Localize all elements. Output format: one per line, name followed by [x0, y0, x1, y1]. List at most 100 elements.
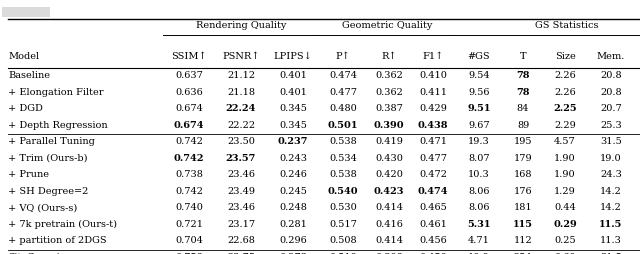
Text: 0.742: 0.742 — [175, 186, 203, 195]
Text: 0.477: 0.477 — [329, 87, 357, 97]
Text: 0.477: 0.477 — [419, 153, 447, 162]
Text: F1↑: F1↑ — [422, 51, 444, 60]
Text: 8.06: 8.06 — [468, 202, 490, 212]
Text: 0.438: 0.438 — [418, 120, 448, 129]
Text: 0.243: 0.243 — [279, 153, 307, 162]
Text: 0.456: 0.456 — [419, 235, 447, 244]
Text: 4.71: 4.71 — [468, 235, 490, 244]
Text: 8.07: 8.07 — [468, 153, 490, 162]
Text: 23.50: 23.50 — [227, 137, 255, 146]
Text: 22.24: 22.24 — [226, 104, 256, 113]
Text: 78: 78 — [516, 87, 530, 97]
Text: 0.637: 0.637 — [175, 71, 203, 80]
Text: 0.517: 0.517 — [329, 219, 357, 228]
Text: 0.420: 0.420 — [375, 170, 403, 179]
Text: 0.540: 0.540 — [328, 186, 358, 195]
Text: 0.273: 0.273 — [279, 252, 307, 254]
Text: + 7k pretrain (Ours-t): + 7k pretrain (Ours-t) — [8, 219, 117, 228]
Text: Size: Size — [555, 51, 575, 60]
Text: + Prune: + Prune — [8, 170, 49, 179]
Text: 0.237: 0.237 — [278, 137, 308, 146]
Text: PSNR↑: PSNR↑ — [222, 51, 260, 60]
Text: Geometric Quality: Geometric Quality — [342, 21, 432, 30]
Text: 181: 181 — [514, 202, 532, 212]
Text: 0.461: 0.461 — [419, 219, 447, 228]
Text: 0.472: 0.472 — [419, 170, 447, 179]
Text: 2.26: 2.26 — [554, 87, 576, 97]
Text: 0.474: 0.474 — [329, 71, 357, 80]
Text: 23.49: 23.49 — [227, 186, 255, 195]
Text: 0.44: 0.44 — [554, 202, 576, 212]
Text: 0.742: 0.742 — [173, 153, 204, 162]
Text: 19.3: 19.3 — [468, 137, 490, 146]
Text: 0.674: 0.674 — [173, 120, 204, 129]
Text: 0.519: 0.519 — [329, 252, 357, 254]
Text: 0.721: 0.721 — [175, 219, 203, 228]
Text: 0.60: 0.60 — [554, 252, 576, 254]
Text: 0.401: 0.401 — [279, 71, 307, 80]
Text: 0.414: 0.414 — [375, 235, 403, 244]
Text: 89: 89 — [517, 120, 529, 129]
Text: 115: 115 — [513, 219, 533, 228]
Text: 84: 84 — [517, 104, 529, 113]
Text: 5.31: 5.31 — [467, 219, 491, 228]
Text: 0.245: 0.245 — [279, 186, 307, 195]
Text: 0.362: 0.362 — [375, 71, 403, 80]
Text: 20.7: 20.7 — [600, 104, 622, 113]
Text: LPIPS↓: LPIPS↓ — [274, 51, 312, 60]
Text: Rendering Quality: Rendering Quality — [196, 21, 286, 30]
Text: + Depth Regression: + Depth Regression — [8, 120, 108, 129]
Text: 0.401: 0.401 — [279, 87, 307, 97]
Text: 0.423: 0.423 — [374, 186, 404, 195]
Text: 9.51: 9.51 — [467, 104, 491, 113]
Text: 21.18: 21.18 — [227, 87, 255, 97]
Text: 25.3: 25.3 — [600, 120, 622, 129]
Text: 11.5: 11.5 — [599, 219, 623, 228]
Text: 0.416: 0.416 — [375, 219, 403, 228]
Text: 23.75: 23.75 — [227, 252, 255, 254]
Text: 0.534: 0.534 — [329, 153, 357, 162]
Text: 20.8: 20.8 — [600, 71, 622, 80]
Text: 19.0: 19.0 — [600, 153, 622, 162]
Text: 31.5: 31.5 — [600, 252, 622, 254]
Text: 1.29: 1.29 — [554, 186, 576, 195]
Text: + VQ (Ours-s): + VQ (Ours-s) — [8, 202, 77, 212]
Text: 0.29: 0.29 — [553, 219, 577, 228]
Text: 0.390: 0.390 — [374, 120, 404, 129]
Text: 0.414: 0.414 — [375, 202, 403, 212]
Text: 0.450: 0.450 — [419, 252, 447, 254]
Text: 23.17: 23.17 — [227, 219, 255, 228]
Text: 0.742: 0.742 — [175, 137, 203, 146]
Text: 0.362: 0.362 — [375, 87, 403, 97]
Text: 0.430: 0.430 — [375, 153, 403, 162]
Text: 0.758: 0.758 — [175, 252, 203, 254]
Text: 0.508: 0.508 — [329, 235, 357, 244]
Text: 0.471: 0.471 — [419, 137, 447, 146]
Text: 0.410: 0.410 — [419, 71, 447, 80]
Text: 0.411: 0.411 — [419, 87, 447, 97]
Text: 2.29: 2.29 — [554, 120, 576, 129]
Text: 0.398: 0.398 — [375, 252, 403, 254]
Text: 168: 168 — [514, 170, 532, 179]
Text: SSIM↑: SSIM↑ — [171, 51, 207, 60]
Text: 14.2: 14.2 — [600, 202, 622, 212]
Text: Mem.: Mem. — [597, 51, 625, 60]
Text: 1.90: 1.90 — [554, 153, 576, 162]
Text: CityGaussian: CityGaussian — [8, 252, 73, 254]
Text: 23.46: 23.46 — [227, 202, 255, 212]
Text: #GS: #GS — [468, 51, 490, 60]
Text: + Parallel Tuning: + Parallel Tuning — [8, 137, 95, 146]
Text: 9.56: 9.56 — [468, 87, 490, 97]
Text: 176: 176 — [514, 186, 532, 195]
Text: 195: 195 — [514, 137, 532, 146]
Text: 254: 254 — [514, 252, 532, 254]
Text: 0.465: 0.465 — [419, 202, 447, 212]
Text: 8.06: 8.06 — [468, 186, 490, 195]
Text: 9.54: 9.54 — [468, 71, 490, 80]
Text: + Trim (Ours-b): + Trim (Ours-b) — [8, 153, 88, 162]
Text: 1.90: 1.90 — [554, 170, 576, 179]
Text: 0.474: 0.474 — [418, 186, 448, 195]
Text: 4.57: 4.57 — [554, 137, 576, 146]
Text: 22.22: 22.22 — [227, 120, 255, 129]
Text: 0.429: 0.429 — [419, 104, 447, 113]
